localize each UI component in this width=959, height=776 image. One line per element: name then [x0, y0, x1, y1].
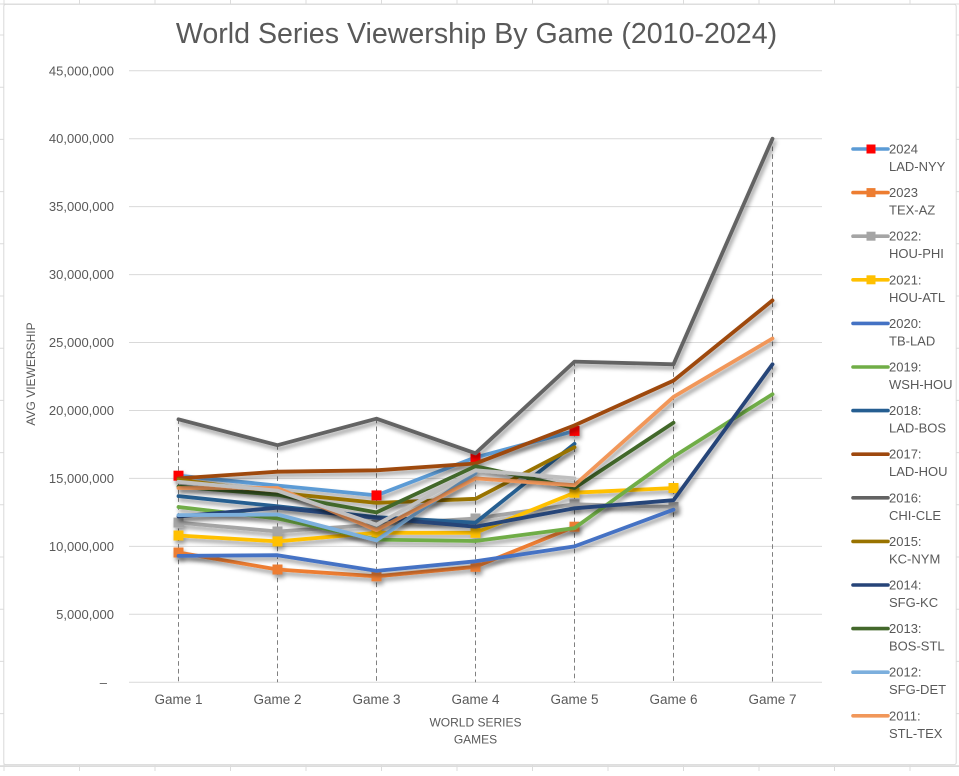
- svg-text:2014:: 2014:: [889, 578, 922, 593]
- svg-text:20,000,000: 20,000,000: [49, 403, 114, 418]
- svg-text:Game 3: Game 3: [352, 692, 400, 707]
- svg-text:CHI-CLE: CHI-CLE: [889, 508, 941, 523]
- svg-text:WSH-HOU: WSH-HOU: [889, 377, 953, 392]
- svg-text:2018:: 2018:: [889, 403, 922, 418]
- svg-text:LAD-HOU: LAD-HOU: [889, 464, 948, 479]
- svg-text:Game 2: Game 2: [253, 692, 301, 707]
- svg-text:LAD-BOS: LAD-BOS: [889, 421, 946, 436]
- svg-text:AVG VIEWERSHIP: AVG VIEWERSHIP: [24, 322, 38, 425]
- svg-text:Game 4: Game 4: [451, 692, 500, 707]
- svg-text:Game 7: Game 7: [748, 692, 796, 707]
- svg-text:2024: 2024: [889, 142, 918, 157]
- svg-text:WORLD SERIES: WORLD SERIES: [429, 716, 521, 730]
- svg-text:SFG-KC: SFG-KC: [889, 595, 938, 610]
- svg-text:2016:: 2016:: [889, 490, 922, 505]
- svg-text:25,000,000: 25,000,000: [49, 335, 114, 350]
- svg-text:HOU-ATL: HOU-ATL: [889, 290, 945, 305]
- svg-text:HOU-PHI: HOU-PHI: [889, 246, 944, 261]
- svg-text:2012:: 2012:: [889, 665, 922, 680]
- svg-text:SFG-DET: SFG-DET: [889, 682, 946, 697]
- svg-text:40,000,000: 40,000,000: [49, 131, 114, 146]
- svg-text:5,000,000: 5,000,000: [56, 607, 114, 622]
- svg-text:TEX-AZ: TEX-AZ: [889, 203, 935, 218]
- svg-text:–: –: [100, 675, 108, 690]
- svg-text:GAMES: GAMES: [454, 733, 497, 747]
- svg-text:2022:: 2022:: [889, 229, 922, 244]
- svg-text:2023: 2023: [889, 185, 918, 200]
- svg-text:2017:: 2017:: [889, 447, 922, 462]
- svg-text:2013:: 2013:: [889, 621, 922, 636]
- svg-text:45,000,000: 45,000,000: [49, 63, 114, 78]
- svg-text:KC-NYM: KC-NYM: [889, 551, 940, 566]
- svg-text:15,000,000: 15,000,000: [49, 471, 114, 486]
- svg-text:STL-TEX: STL-TEX: [889, 726, 943, 741]
- svg-text:BOS-STL: BOS-STL: [889, 639, 945, 654]
- svg-text:Game 1: Game 1: [154, 692, 202, 707]
- svg-text:LAD-NYY: LAD-NYY: [889, 159, 946, 174]
- svg-text:2021:: 2021:: [889, 272, 922, 287]
- svg-text:35,000,000: 35,000,000: [49, 199, 114, 214]
- svg-text:TB-LAD: TB-LAD: [889, 333, 935, 348]
- svg-text:2015:: 2015:: [889, 534, 922, 549]
- svg-text:10,000,000: 10,000,000: [49, 539, 114, 554]
- svg-text:2011:: 2011:: [889, 708, 921, 723]
- svg-text:Game 6: Game 6: [649, 692, 697, 707]
- svg-text:World Series Viewership By Gam: World Series Viewership By Game (2010-20…: [176, 18, 777, 50]
- svg-text:30,000,000: 30,000,000: [49, 267, 114, 282]
- svg-text:2019:: 2019:: [889, 360, 922, 375]
- svg-text:2020:: 2020:: [889, 316, 922, 331]
- svg-text:Game 5: Game 5: [550, 692, 598, 707]
